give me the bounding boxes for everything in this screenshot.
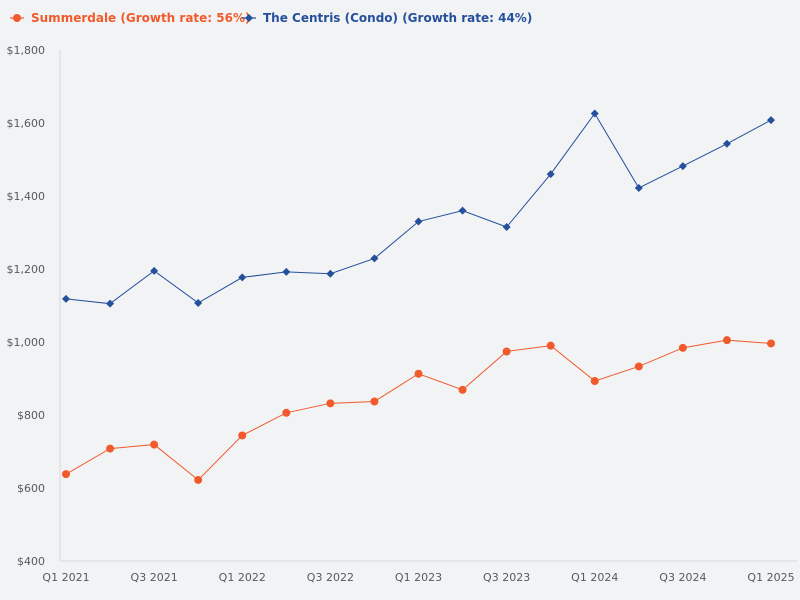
x-tick-label: Q3 2021 [131, 571, 178, 584]
y-tick-label: $1,600 [7, 117, 46, 130]
series-1-point[interactable] [282, 408, 291, 417]
diamond-marker-icon [245, 14, 253, 22]
x-tick-label: Q3 2024 [659, 571, 706, 584]
series-line-1 [65, 339, 772, 481]
series-1-point[interactable] [546, 341, 555, 350]
series-1-point[interactable] [634, 362, 643, 371]
series-2-point[interactable] [62, 294, 70, 303]
y-axis: $400 $600 $800 $1,000 $1,200 $1,400 $1,600 $1,8… [7, 44, 61, 568]
series-2-point[interactable] [326, 269, 335, 278]
series-1-point[interactable] [502, 347, 511, 356]
series-2-point[interactable] [767, 116, 775, 125]
series-2-point[interactable] [106, 299, 115, 308]
y-tick-label: $600 [17, 482, 45, 495]
y-tick-label: $400 [17, 555, 45, 568]
y-tick-label: $1,800 [7, 44, 46, 57]
series-2-point[interactable] [590, 109, 599, 118]
legend-item-1[interactable]: Summerdale (Growth rate: 56%) [10, 11, 250, 25]
y-tick-label: $1,400 [7, 190, 46, 203]
series-1-point[interactable] [62, 470, 70, 479]
series-2-point[interactable] [634, 183, 643, 192]
legend: Summerdale (Growth rate: 56%) The Centris… [10, 11, 532, 25]
series-1-point[interactable] [370, 397, 379, 406]
series-2-point[interactable] [194, 298, 203, 307]
series-1-point[interactable] [767, 339, 775, 348]
series-1-point[interactable] [458, 385, 467, 394]
plot-area [62, 109, 775, 484]
series-2-point[interactable] [282, 267, 291, 276]
series-2-point[interactable] [502, 223, 511, 232]
series-1-point[interactable] [238, 431, 247, 440]
series-2-point[interactable] [370, 254, 379, 263]
legend-item-2[interactable]: The Centris (Condo) (Growth rate: 44%) [242, 11, 532, 25]
circle-marker-icon [13, 14, 21, 22]
x-tick-label: Q1 2022 [219, 571, 266, 584]
series-1-point[interactable] [194, 475, 203, 484]
series-1-point[interactable] [590, 377, 599, 386]
series-2-point[interactable] [722, 139, 731, 148]
series-2-point[interactable] [458, 206, 467, 215]
series-2-point[interactable] [238, 273, 247, 282]
x-tick-label: Q1 2021 [42, 571, 89, 584]
x-tick-label: Q3 2023 [483, 571, 530, 584]
legend-label: Summerdale (Growth rate: 56%) [31, 11, 250, 25]
series-1-point[interactable] [150, 440, 159, 449]
x-tick-label: Q1 2024 [571, 571, 618, 584]
x-tick-label: Q1 2023 [395, 571, 442, 584]
series-1-point[interactable] [678, 343, 687, 352]
y-tick-label: $1,200 [7, 263, 46, 276]
series-2-point[interactable] [150, 266, 159, 275]
series-1-point[interactable] [722, 336, 731, 345]
y-tick-label: $1,000 [7, 336, 46, 349]
y-tick-label: $800 [17, 409, 45, 422]
legend-label: The Centris (Condo) (Growth rate: 44%) [263, 11, 532, 25]
x-axis: Q1 2021 Q3 2021 Q1 2022 Q3 2022 Q1 2023 Q3 20… [42, 560, 797, 584]
x-tick-label: Q1 2025 [747, 571, 794, 584]
series-1-point[interactable] [414, 369, 423, 378]
series-2-point[interactable] [678, 162, 687, 171]
series-1-point[interactable] [326, 399, 335, 408]
x-tick-label: Q3 2022 [307, 571, 354, 584]
series-1-point[interactable] [106, 444, 115, 453]
series-2-point[interactable] [546, 170, 555, 179]
series-2-point[interactable] [414, 217, 423, 226]
series-line-2 [65, 112, 772, 305]
